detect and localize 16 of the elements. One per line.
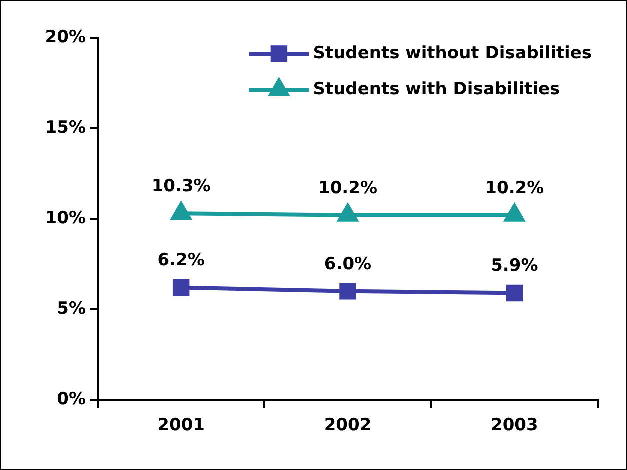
legend-label: Students with Disabilities	[313, 79, 560, 100]
data-label: 10.3%	[152, 176, 211, 196]
y-tick-label: 5%	[57, 298, 86, 319]
data-label: 6.2%	[158, 250, 205, 271]
x-tick-label: 2003	[491, 416, 538, 436]
x-tick-label: 2002	[324, 416, 372, 436]
legend-label: Students without Disabilities	[313, 43, 592, 64]
data-label: 10.2%	[485, 178, 544, 198]
data-label: 5.9%	[491, 256, 538, 276]
y-tick-label: 10%	[45, 208, 86, 228]
y-tick-label: 0%	[57, 389, 86, 410]
y-tick-label: 15%	[45, 118, 86, 138]
data-label: 6.0%	[324, 254, 372, 274]
data-label: 10.2%	[318, 178, 378, 198]
y-tick-label: 20%	[45, 27, 86, 48]
x-tick-label: 2001	[158, 416, 205, 436]
